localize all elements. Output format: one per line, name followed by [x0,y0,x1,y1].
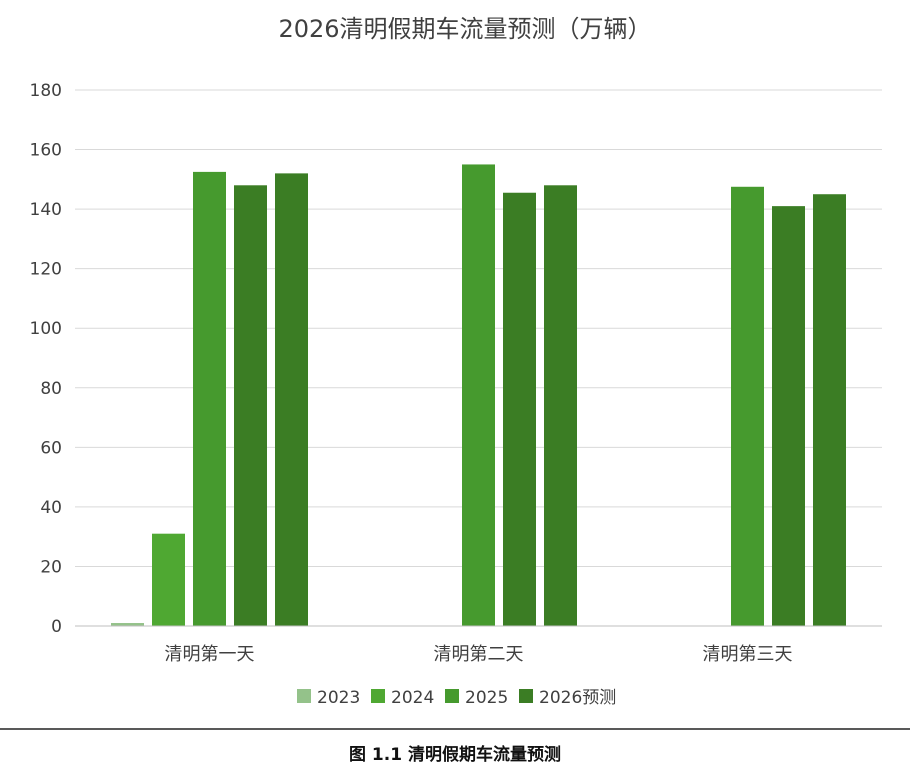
y-tick-label: 40 [40,498,62,518]
x-axis-categories: 清明第一天 清明第二天 清明第三天 [165,644,793,665]
bar-1-5 [275,173,308,626]
x-category-label: 清明第三天 [703,644,793,665]
legend-label: 2023 [317,688,360,708]
y-tick-label: 180 [30,81,62,101]
y-tick-label: 20 [40,557,62,577]
y-tick-label: 120 [30,260,62,280]
legend-swatch [445,689,459,703]
y-tick-label: 60 [40,438,62,458]
y-axis-ticks: 0 20 40 60 80 100 120 140 160 180 [30,81,62,637]
y-tick-label: 80 [40,379,62,399]
y-tick-label: 140 [30,200,62,220]
y-tick-label: 160 [30,141,62,161]
x-category-label: 清明第一天 [165,644,255,665]
bar-1-4 [234,185,267,627]
legend-swatch [519,689,533,703]
bar-1-3 [193,171,226,626]
bars [111,164,846,627]
y-tick-label: 100 [30,319,62,339]
y-tick-label: 0 [51,617,62,637]
legend-label: 2026预测 [539,688,616,708]
bar-2-5 [544,185,577,627]
bar-1-2 [152,533,185,626]
legend-swatch [371,689,385,703]
bar-1-1 [111,623,144,626]
legend-label: 2025 [465,688,508,708]
bar-3-4 [772,206,805,626]
bar-3-3 [731,186,764,626]
chart-title: 2026清明假期车流量预测（万辆） [278,15,651,43]
bar-2-3 [462,164,495,626]
x-category-label: 清明第二天 [434,644,524,665]
figure-caption: 图 1.1 清明假期车流量预测 [349,744,561,765]
legend-swatch [297,689,311,703]
bar-2-4 [503,192,536,626]
bar-3-5 [813,194,846,626]
legend: 2023 2024 2025 2026预测 [297,688,616,708]
legend-label: 2024 [391,688,434,708]
